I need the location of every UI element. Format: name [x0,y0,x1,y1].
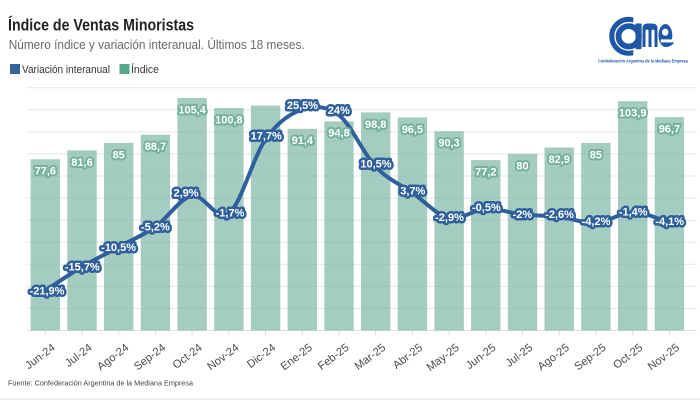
svg-text:77,6: 77,6 [35,166,56,178]
svg-text:81,6: 81,6 [71,157,92,169]
svg-text:2,9%: 2,9% [173,187,198,199]
svg-text:80: 80 [516,160,528,172]
svg-text:-5,2%: -5,2% [141,222,170,234]
svg-text:Número índice y variación inte: Número índice y variación interanual. Úl… [9,37,305,52]
svg-text:90,3: 90,3 [438,138,459,150]
svg-text:-2,9%: -2,9% [435,212,464,224]
svg-text:85: 85 [590,149,602,161]
svg-text:3,7%: 3,7% [400,186,425,198]
svg-text:10,5%: 10,5% [360,158,391,170]
svg-text:Confederación Argentina de la: Confederación Argentina de la Mediana Em… [598,59,688,64]
svg-text:-15,7%: -15,7% [65,262,100,274]
svg-text:-4,1%: -4,1% [655,216,684,228]
svg-text:100,8: 100,8 [215,114,243,126]
svg-text:Fuente: Confederación Argentin: Fuente: Confederación Argentina de la Me… [8,378,194,387]
svg-text:Índice de Ventas Minoristas: Índice de Ventas Minoristas [8,16,194,35]
svg-text:91,4: 91,4 [292,135,314,147]
svg-text:-10,5%: -10,5% [101,242,136,254]
svg-text:-2,6%: -2,6% [545,209,574,221]
svg-text:96,7: 96,7 [659,124,680,136]
svg-text:-4,2%: -4,2% [582,216,611,228]
svg-text:17,7%: 17,7% [251,131,282,143]
svg-text:-0,5%: -0,5% [472,202,501,214]
svg-text:82,9: 82,9 [548,154,569,166]
svg-text:103,9: 103,9 [619,108,647,120]
svg-text:94,8: 94,8 [328,128,349,140]
svg-text:77,2: 77,2 [475,167,496,179]
svg-text:-21,9%: -21,9% [30,285,65,297]
svg-text:Índice: Índice [131,63,159,76]
svg-text:Variación interanual: Variación interanual [22,64,110,76]
svg-text:96,5: 96,5 [402,124,423,136]
svg-text:88,7: 88,7 [145,141,166,153]
svg-text:105,4: 105,4 [178,104,206,116]
svg-text:-1,4%: -1,4% [619,206,648,218]
svg-text:98,8: 98,8 [365,119,386,131]
svg-text:25,5%: 25,5% [287,100,318,112]
svg-text:85: 85 [113,149,125,161]
svg-text:24%: 24% [328,105,350,117]
svg-text:-2%: -2% [513,209,533,221]
svg-text:-1,7%: -1,7% [216,207,245,219]
